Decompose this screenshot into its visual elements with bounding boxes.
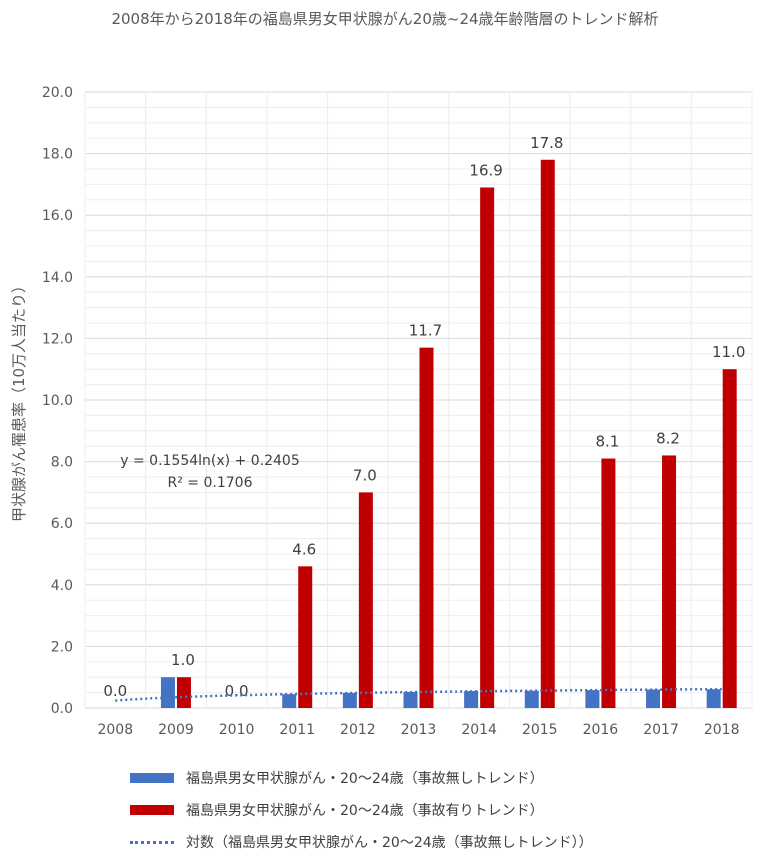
data-label: 7.0	[353, 466, 377, 484]
data-label: 0.0	[103, 682, 127, 700]
bar-no-accident	[524, 690, 539, 708]
y-tick-label: 2.0	[51, 639, 73, 655]
x-tick-label: 2016	[583, 722, 619, 738]
data-label: 0.0	[225, 682, 249, 700]
y-tick-label: 0.0	[51, 701, 73, 717]
x-tick-label: 2011	[279, 722, 315, 738]
legend: 福島県男女甲状腺がん・20～24歳（事故無しトレンド） 福島県男女甲状腺がん・2…	[130, 762, 593, 858]
data-label: 8.1	[595, 433, 619, 451]
legend-item-accident[interactable]: 福島県男女甲状腺がん・20～24歳（事故有りトレンド）	[130, 794, 593, 826]
legend-label-trendline: 対数（福島県男女甲状腺がん・20～24歳（事故無しトレンド））	[186, 835, 593, 851]
bar-accident	[480, 187, 495, 709]
bar-no-accident	[585, 690, 600, 708]
legend-swatch-trendline	[130, 840, 174, 844]
legend-item-trendline[interactable]: 対数（福島県男女甲状腺がん・20～24歳（事故無しトレンド））	[130, 826, 593, 858]
legend-item-no-accident[interactable]: 福島県男女甲状腺がん・20～24歳（事故無しトレンド）	[130, 762, 593, 794]
x-tick-label: 2017	[643, 722, 679, 738]
y-tick-label: 18.0	[42, 147, 73, 163]
bar-accident	[176, 677, 191, 708]
x-tick-label: 2015	[522, 722, 558, 738]
bar-no-accident	[403, 691, 418, 708]
data-label: 4.6	[292, 540, 316, 558]
x-tick-label: 2008	[97, 722, 133, 738]
bar-accident	[540, 159, 555, 708]
legend-label-no-accident: 福島県男女甲状腺がん・20～24歳（事故無しトレンド）	[186, 771, 544, 787]
x-tick-label: 2013	[401, 722, 437, 738]
y-tick-label: 20.0	[42, 85, 73, 101]
y-tick-label: 8.0	[51, 455, 73, 471]
legend-swatch-red	[130, 805, 174, 815]
data-label: 11.7	[409, 322, 442, 340]
trendline	[115, 687, 722, 702]
bar-accident	[298, 566, 313, 708]
bar-no-accident	[342, 692, 357, 708]
y-axis-label: 甲状腺がん罹患率（10万人当たり）	[10, 278, 28, 522]
x-tick-label: 2010	[219, 722, 255, 738]
data-label: 8.2	[656, 429, 680, 447]
bar-no-accident	[160, 677, 175, 708]
x-tick-label: 2012	[340, 722, 376, 738]
trendline-r2: R² = 0.1706	[168, 475, 253, 491]
bar-accident	[722, 369, 737, 708]
data-label: 11.0	[712, 343, 745, 361]
data-label: 1.0	[171, 651, 195, 669]
y-tick-label: 4.0	[51, 578, 73, 594]
x-tick-label: 2018	[704, 722, 740, 738]
bar-accident	[358, 492, 373, 708]
bar-accident	[662, 455, 677, 708]
y-tick-label: 12.0	[42, 331, 73, 347]
y-tick-label: 10.0	[42, 393, 73, 409]
bar-no-accident	[646, 689, 661, 708]
legend-swatch-blue	[130, 773, 174, 783]
bar-no-accident	[282, 694, 297, 708]
bar-no-accident	[464, 691, 479, 708]
bar-no-accident	[706, 689, 721, 708]
legend-label-accident: 福島県男女甲状腺がん・20～24歳（事故有りトレンド）	[186, 803, 544, 819]
bar-accident	[419, 347, 434, 708]
y-tick-label: 14.0	[42, 270, 73, 286]
y-tick-label: 6.0	[51, 516, 73, 532]
chart-title: 2008年から2018年の福島県男女甲状腺がん20歳~24歳年齢階層のトレンド解…	[111, 10, 659, 28]
x-tick-label: 2014	[461, 722, 497, 738]
y-tick-label: 16.0	[42, 208, 73, 224]
x-tick-label: 2009	[158, 722, 194, 738]
trendline-equation: y = 0.1554ln(x) + 0.2405	[120, 453, 300, 469]
data-label: 17.8	[530, 134, 563, 152]
bar-accident	[601, 458, 616, 708]
data-label: 16.9	[469, 161, 502, 179]
